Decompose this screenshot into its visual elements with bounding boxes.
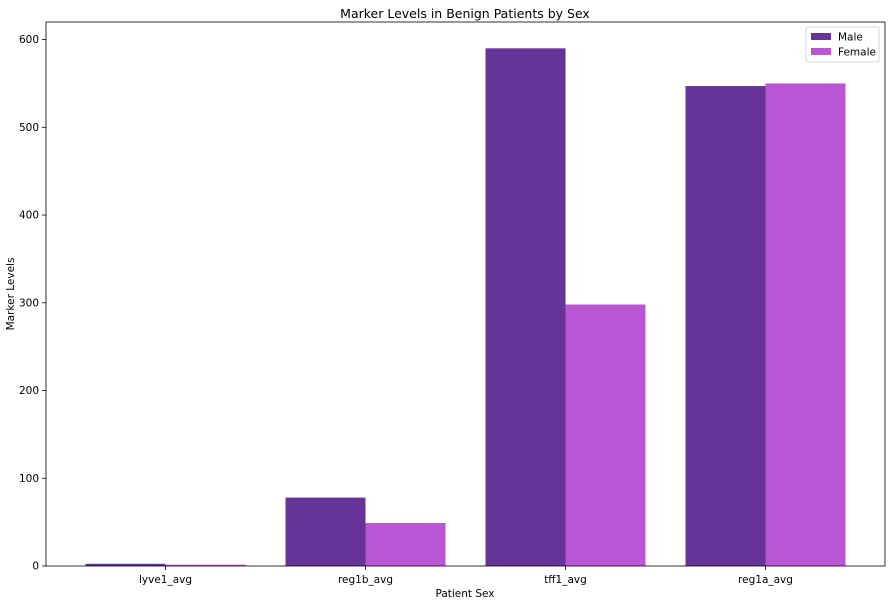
legend-label-female: Female [838,47,876,59]
y-tick-label: 0 [32,561,39,573]
x-tick-label-reg1a_avg: reg1a_avg [738,574,793,586]
x-tick-label-tff1_avg: tff1_avg [544,574,587,586]
y-tick-label: 600 [19,34,39,46]
bar-female-reg1b_avg [365,523,446,566]
y-tick-label: 200 [19,385,39,397]
bar-male-tff1_avg [485,48,566,567]
y-axis: 0 100 200 300 400 500 600 [19,34,46,573]
legend-swatch-male [811,33,831,40]
x-tick-label-lyve1_avg: lyve1_avg [139,574,192,586]
legend-label-male: Male [838,32,863,44]
x-axis-label: Patient Sex [435,588,494,600]
y-tick-label: 500 [19,122,39,134]
bar-female-reg1a_avg [765,83,846,566]
y-tick-label: 300 [19,297,39,309]
bar-female-lyve1_avg [165,564,246,566]
legend: Male Female [805,26,880,63]
bar-male-lyve1_avg [85,563,166,566]
chart-title: Marker Levels in Benign Patients by Sex [340,6,590,21]
y-tick-label: 400 [19,210,39,222]
y-axis-label: Marker Levels [5,258,17,331]
bar-male-reg1a_avg [685,86,766,567]
y-tick-label: 100 [19,473,39,485]
plot-area [85,48,846,567]
legend-swatch-female [811,48,831,55]
bar-female-tff1_avg [565,304,646,566]
plot-frame [45,21,886,567]
x-tick-label-reg1b_avg: reg1b_avg [338,574,393,586]
bar-male-reg1b_avg [285,497,366,566]
x-axis: lyve1_avg reg1b_avg tff1_avg reg1a_avg [139,566,793,586]
